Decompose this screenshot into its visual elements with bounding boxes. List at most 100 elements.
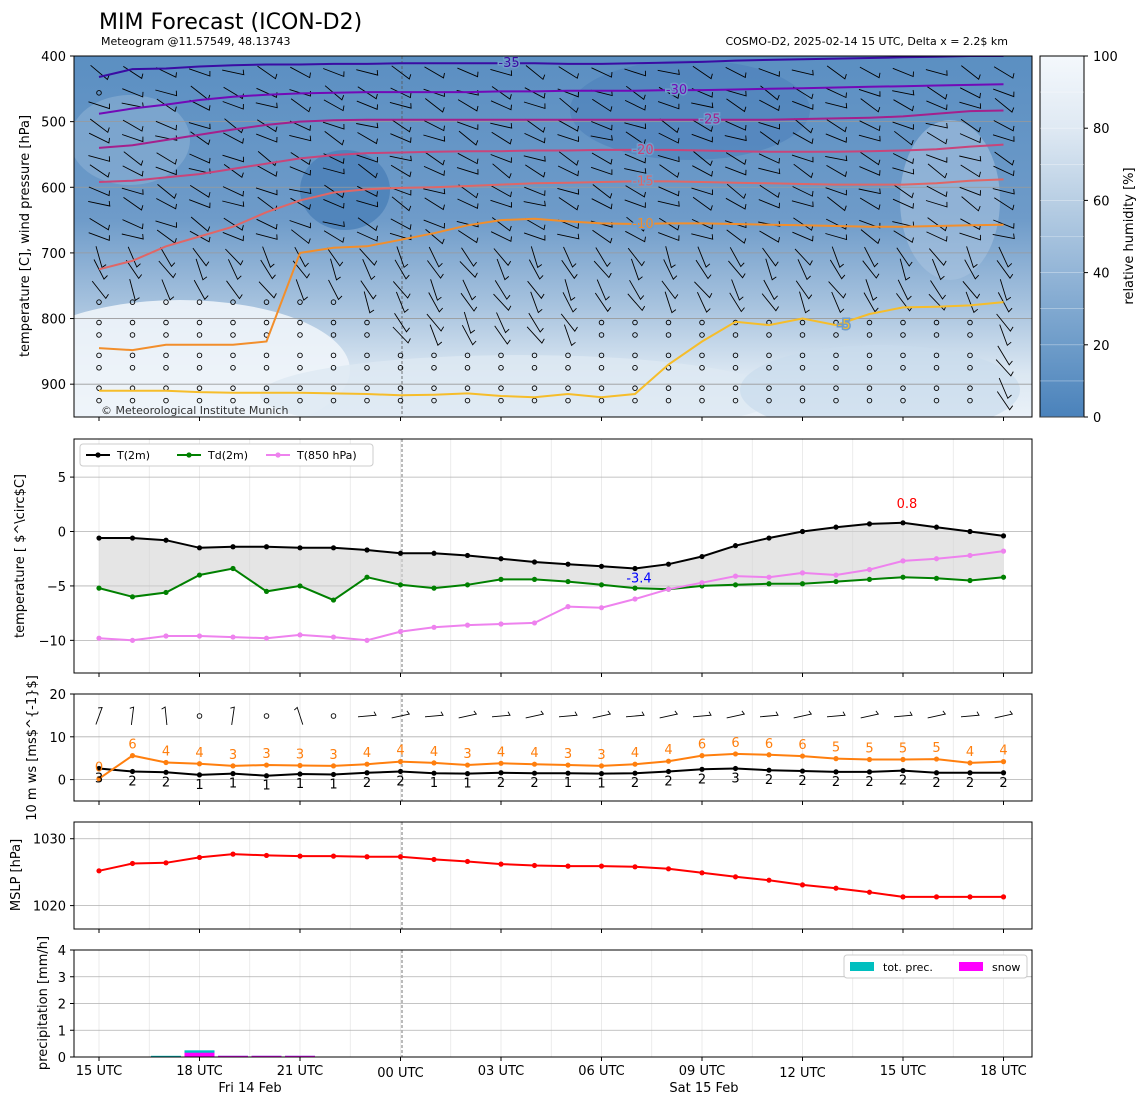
calm-wind-circle xyxy=(464,385,471,391)
data-point xyxy=(297,771,303,777)
extreme-annotation: 0.8 xyxy=(897,497,918,512)
mean-wind-value-label: 2 xyxy=(832,775,840,790)
data-point xyxy=(967,577,973,584)
wind-barb xyxy=(293,706,304,725)
data-point xyxy=(397,629,404,635)
calm-wind-circle xyxy=(96,332,102,338)
y-tick-label: 0 xyxy=(58,774,66,789)
data-point xyxy=(1000,574,1007,580)
wind-barb xyxy=(523,155,546,162)
isotherm-line xyxy=(98,178,1004,271)
calm-wind-circle xyxy=(297,385,303,391)
calm-wind-circle xyxy=(196,397,203,404)
mean-wind-value-label: 2 xyxy=(363,776,371,791)
wind-barb xyxy=(930,280,946,300)
wind-barb xyxy=(189,185,211,198)
wind-barb xyxy=(528,312,544,333)
wind-barb xyxy=(389,155,412,162)
x-tick-label: 06 UTC xyxy=(578,1064,624,1079)
wind-barb xyxy=(825,155,848,162)
temperature-panel-frame xyxy=(73,438,1033,674)
wind-barb xyxy=(490,199,512,208)
wind-barb xyxy=(490,154,512,164)
data-point xyxy=(531,770,538,776)
wind-barb xyxy=(458,710,478,719)
wind-barb xyxy=(725,66,747,79)
gust-value-label: 5 xyxy=(932,741,940,756)
wind-barb xyxy=(391,710,411,719)
wind-barb xyxy=(525,118,546,133)
wind-barb xyxy=(423,188,446,195)
wind-barb xyxy=(492,163,512,179)
data-point xyxy=(431,770,437,776)
calm-wind-circle xyxy=(96,319,102,326)
x-tick-label: 03 UTC xyxy=(478,1064,524,1079)
wind-barb xyxy=(826,711,846,718)
wind-barb xyxy=(457,121,479,131)
wind-barb xyxy=(562,292,577,313)
wind-barb xyxy=(257,65,278,80)
wind-barb xyxy=(289,220,311,229)
gust-value-label: 4 xyxy=(396,744,404,759)
data-point xyxy=(665,561,672,567)
wind-barb xyxy=(227,259,242,281)
location-subtitle: Meteogram @11.57549, 48.13743 xyxy=(101,35,291,48)
wind-barb xyxy=(892,198,914,209)
wind-barb xyxy=(523,101,546,110)
snow-bar xyxy=(218,1055,248,1057)
gust-value-label: 3 xyxy=(329,748,337,763)
wind-barb xyxy=(494,280,511,300)
data-point xyxy=(900,520,906,526)
wind-barb xyxy=(829,259,846,280)
calm-wind-circle xyxy=(163,319,169,326)
calm-wind-circle xyxy=(665,332,672,338)
wind-barb xyxy=(692,165,713,177)
calm-wind-circle xyxy=(196,352,203,359)
wind-barb xyxy=(927,163,948,179)
wind-barb xyxy=(358,163,378,179)
wind-barb xyxy=(424,66,445,79)
data-point xyxy=(967,552,973,559)
wind-barb xyxy=(222,231,244,242)
calm-wind-circle xyxy=(766,352,772,359)
calm-wind-circle xyxy=(900,352,906,359)
wind-barb xyxy=(927,86,948,100)
calm-wind-circle xyxy=(933,319,940,326)
wind-barb xyxy=(88,101,110,110)
wind-barb xyxy=(795,280,813,300)
wind-barb xyxy=(926,154,948,163)
wind-barb xyxy=(255,187,278,196)
wind-barb xyxy=(725,152,747,166)
wind-barb xyxy=(222,154,244,163)
wind-barb xyxy=(559,97,579,114)
series-line-gust xyxy=(98,752,1004,780)
wind-barb xyxy=(692,711,712,718)
wind-barb xyxy=(663,259,678,280)
calm-wind-circle xyxy=(833,352,839,359)
wind-barb xyxy=(859,66,881,79)
wind-barb xyxy=(691,133,713,143)
calm-wind-circle xyxy=(900,332,906,338)
wind-barb xyxy=(458,130,479,146)
wind-barb xyxy=(155,120,177,131)
wind-barb xyxy=(595,247,611,268)
calm-wind-circle xyxy=(699,385,705,391)
calm-wind-circle xyxy=(632,319,638,326)
wind-barb xyxy=(759,131,780,146)
data-point xyxy=(498,556,504,562)
calm-wind-circle xyxy=(364,319,370,326)
wind-barb xyxy=(961,196,981,212)
wind-barb xyxy=(926,100,948,111)
mean-wind-value-label: 2 xyxy=(530,776,538,791)
data-point xyxy=(933,770,940,776)
wind-barb xyxy=(257,196,278,212)
mean-wind-value-label: 3 xyxy=(95,771,103,786)
calm-wind-circle xyxy=(833,332,839,338)
wind-barb xyxy=(189,199,211,209)
calm-wind-circle xyxy=(230,352,236,359)
calm-wind-circle xyxy=(967,365,973,371)
data-point xyxy=(263,544,270,550)
wind-barb xyxy=(394,259,410,280)
wind-barb xyxy=(826,119,847,133)
gust-value-label: 0 xyxy=(95,761,103,776)
